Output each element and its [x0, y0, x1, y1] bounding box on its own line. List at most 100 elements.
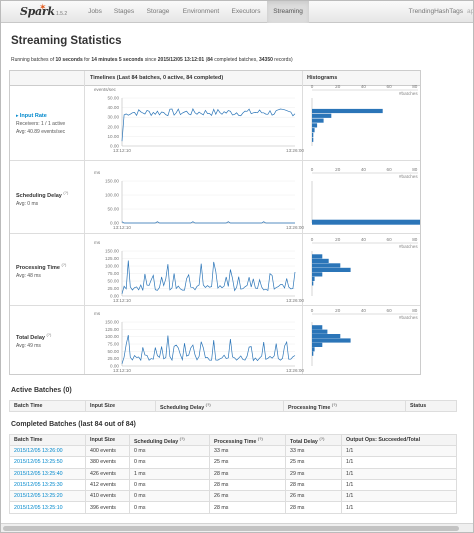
- col-output-ops[interactable]: Output Ops: Succeeded/Total: [341, 434, 457, 446]
- y-tick-label: 50.00: [108, 207, 120, 212]
- summary-text-6: records): [272, 57, 293, 63]
- histogram-bar: [312, 347, 315, 352]
- table-cell: 0 ms: [129, 501, 210, 514]
- help-icon[interactable]: (?): [179, 435, 185, 441]
- uptime: 14 minutes 5 seconds: [91, 57, 144, 63]
- batch-link[interactable]: 2015/12/05 13:25:30: [14, 482, 63, 489]
- histogram-tick-label: 60: [387, 237, 393, 242]
- batch-link[interactable]: 2015/12/05 13:26:00: [14, 448, 63, 455]
- help-icon[interactable]: (?): [63, 190, 69, 195]
- col-scheduling-delay[interactable]: Scheduling Delay (?): [129, 434, 210, 446]
- tab-executors[interactable]: Executors: [231, 8, 261, 15]
- histogram-tick-label: 60: [387, 167, 393, 172]
- help-icon[interactable]: (?): [205, 401, 211, 407]
- help-icon[interactable]: (?): [257, 435, 263, 441]
- histogram-bar: [312, 351, 314, 356]
- table-cell: 28 ms: [285, 501, 342, 514]
- y-tick-label: 50.00: [108, 349, 120, 354]
- col-input-size[interactable]: Input Size: [85, 434, 130, 446]
- histogram-unit-label: #batches: [399, 91, 418, 96]
- tab-streaming[interactable]: Streaming: [267, 1, 309, 23]
- histogram-bar: [312, 329, 328, 334]
- histogram-tick-label: 60: [387, 84, 393, 89]
- y-tick-label: 25.00: [108, 356, 120, 361]
- col-scheduling-delay[interactable]: Scheduling Delay (?): [155, 400, 284, 412]
- help-icon[interactable]: (?): [319, 435, 325, 441]
- horizontal-scrollbar[interactable]: [1, 523, 473, 532]
- spark-star-icon: ✶: [39, 2, 47, 12]
- batch-link[interactable]: 2015/12/05 13:25:40: [14, 470, 63, 477]
- histogram-bar: [312, 281, 314, 286]
- col-batch-time[interactable]: Batch Time: [9, 400, 86, 412]
- tab-environment[interactable]: Environment: [182, 8, 220, 15]
- col-batch-time[interactable]: Batch Time: [9, 434, 86, 446]
- histogram-tick-label: 40: [361, 84, 367, 89]
- help-icon[interactable]: (?): [46, 332, 52, 337]
- col-processing-time[interactable]: Processing Time (?): [209, 434, 286, 446]
- histogram-unit-label: #batches: [399, 244, 418, 249]
- batch-time-cell[interactable]: 2015/12/05 13:25:50: [9, 456, 86, 469]
- batch-link[interactable]: 2015/12/05 13:25:20: [14, 493, 63, 500]
- scrollbar-thumb[interactable]: [3, 526, 459, 531]
- total-delay-label: Total Delay (?) Avg: 49 ms: [16, 332, 51, 349]
- timeline-series-line: [121, 221, 295, 224]
- input-rate-row: ▸ Input Rate Receivers: 1 / 1 active Avg…: [10, 86, 420, 161]
- table-row: 2015/12/05 13:25:10 396 events 0 ms 28 m…: [9, 501, 457, 514]
- y-tick-label: 50.00: [108, 96, 120, 101]
- col-processing-time-label: Processing Time: [288, 404, 331, 411]
- tab-storage[interactable]: Storage: [146, 8, 170, 15]
- help-icon[interactable]: (?): [331, 401, 337, 407]
- histogram-tick-label: 20: [335, 308, 341, 313]
- y-tick-label: 150.00: [105, 179, 119, 184]
- col-status[interactable]: Status: [405, 400, 457, 412]
- histogram-tick-label: 0: [311, 167, 314, 172]
- application-name: TrendingHashTags: [408, 8, 463, 15]
- histogram-bar: [312, 338, 351, 343]
- column-divider: [302, 71, 303, 374]
- y-tick-label: 0.00: [110, 221, 119, 226]
- histogram-tick-label: 80: [412, 167, 418, 172]
- table-cell: 0 ms: [129, 490, 210, 503]
- table-cell: 396 events: [85, 501, 130, 514]
- help-icon[interactable]: (?): [61, 262, 67, 267]
- x-tick-label-end: 13:26:00: [286, 298, 304, 303]
- input-rate-label: ▸ Input Rate Receivers: 1 / 1 active Avg…: [16, 113, 65, 135]
- chart-unit-label: ms: [94, 240, 101, 245]
- batch-time-cell[interactable]: 2015/12/05 13:25:20: [9, 490, 86, 503]
- histogram-bar: [312, 254, 323, 259]
- batch-link[interactable]: 2015/12/05 13:25:50: [14, 459, 63, 466]
- processing-time-avg: Avg: 48 ms: [16, 272, 41, 279]
- histogram-bar: [312, 219, 420, 225]
- y-tick-label: 100.00: [105, 264, 119, 269]
- col-total-delay[interactable]: Total Delay (?): [285, 434, 342, 446]
- tab-stages[interactable]: Stages: [113, 8, 135, 15]
- timeline-series-line: [121, 335, 296, 364]
- tab-jobs[interactable]: Jobs: [88, 8, 102, 15]
- batch-link[interactable]: 2015/12/05 13:25:10: [14, 504, 63, 511]
- batch-time-cell[interactable]: 2015/12/05 13:25:30: [9, 478, 86, 492]
- col-processing-time[interactable]: Processing Time (?): [283, 400, 406, 412]
- scheduling-delay-avg: Avg: 0 ms: [16, 200, 39, 207]
- page-title: Streaming Statistics: [11, 35, 122, 47]
- x-tick-label-end: 13:26:00: [286, 225, 304, 230]
- histogram-unit-label: #batches: [399, 315, 418, 320]
- table-cell: 33 ms: [285, 444, 342, 458]
- batch-time-cell[interactable]: 2015/12/05 13:25:10: [9, 501, 86, 514]
- table-cell: 0 ms: [129, 456, 210, 469]
- streaming-charts: events/sec50.0040.0030.0020.0010.000.001…: [94, 84, 420, 373]
- table-cell: 1 ms: [129, 467, 210, 480]
- table-cell: 1/1: [341, 456, 457, 469]
- batch-interval: 10 seconds: [55, 57, 83, 63]
- batch-time-cell[interactable]: 2015/12/05 13:25:40: [9, 467, 86, 480]
- histogram-bar: [312, 342, 323, 347]
- histogram-tick-label: 80: [412, 308, 418, 313]
- expand-triangle-icon: ▸: [16, 113, 20, 119]
- table-cell: 1/1: [341, 490, 457, 503]
- input-rate-title[interactable]: ▸ Input Rate: [16, 113, 65, 119]
- batch-time-cell[interactable]: 2015/12/05 13:26:00: [9, 444, 86, 458]
- histogram-bar: [312, 334, 341, 339]
- col-input-size[interactable]: Input Size: [85, 400, 156, 412]
- x-tick-label-start: 13:12:10: [113, 225, 131, 230]
- processing-time-row: Processing Time (?) Avg: 48 ms: [10, 234, 420, 306]
- x-tick-label-start: 13:12:10: [113, 148, 131, 153]
